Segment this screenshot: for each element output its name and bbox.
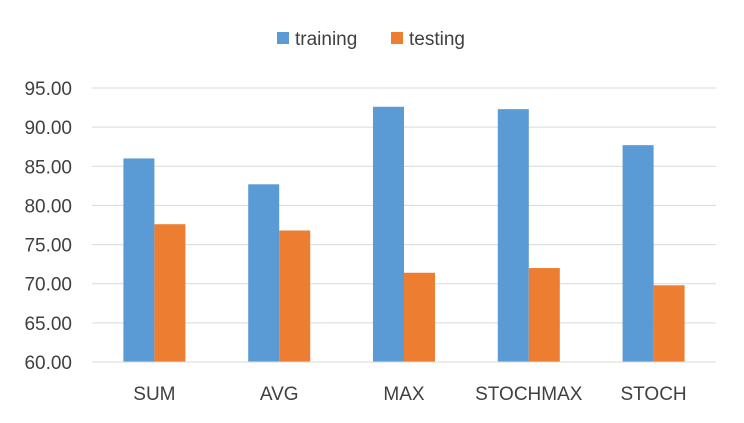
legend-item-training: training bbox=[277, 29, 357, 50]
x-tick-label: STOCHMAX bbox=[475, 384, 583, 405]
y-tick-label: 60.00 bbox=[24, 353, 72, 374]
y-tick-label: 90.00 bbox=[24, 118, 72, 139]
legend-item-testing: testing bbox=[391, 29, 465, 50]
y-tick-label: 70.00 bbox=[24, 275, 72, 296]
y-tick-label: 65.00 bbox=[24, 314, 72, 335]
legend: training testing bbox=[277, 29, 465, 50]
legend-swatch bbox=[391, 32, 403, 44]
bar-training-sum bbox=[123, 158, 155, 362]
legend-swatch bbox=[277, 32, 289, 44]
x-tick-label: STOCH bbox=[621, 384, 687, 405]
x-tick-label: AVG bbox=[260, 384, 299, 405]
bar-training-max bbox=[373, 106, 404, 362]
y-tick-label: 75.00 bbox=[24, 236, 72, 257]
x-axis: SUM AVG MAX STOCHMAX STOCH bbox=[92, 361, 716, 405]
bars bbox=[123, 106, 685, 362]
y-tick-label: 85.00 bbox=[24, 157, 72, 178]
y-tick-label: 80.00 bbox=[24, 196, 72, 217]
legend-label: training bbox=[295, 29, 357, 50]
bar-testing-max bbox=[404, 272, 435, 362]
legend-label: testing bbox=[409, 29, 465, 50]
bar-testing-avg bbox=[279, 230, 311, 362]
y-axis: 60.00 65.00 70.00 75.00 80.00 85.00 90.00 95.00 bbox=[24, 79, 72, 374]
bar-training-stoch bbox=[622, 145, 654, 362]
bar-training-avg bbox=[248, 184, 280, 362]
x-tick-label: SUM bbox=[133, 384, 175, 405]
x-tick-label: MAX bbox=[383, 384, 425, 405]
bar-training-stochmax bbox=[497, 109, 529, 362]
bar-testing-stoch bbox=[653, 285, 685, 362]
bar-testing-sum bbox=[154, 224, 186, 362]
bar-testing-stochmax bbox=[528, 268, 560, 362]
y-tick-label: 95.00 bbox=[24, 79, 72, 100]
